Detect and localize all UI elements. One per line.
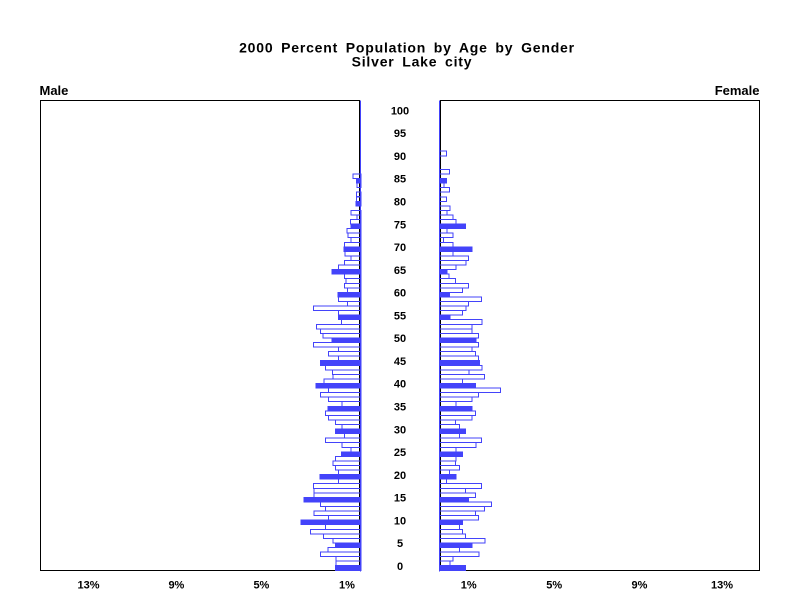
- svg-text:85: 85: [394, 174, 406, 186]
- svg-text:Female: Female: [715, 83, 760, 98]
- svg-text:50: 50: [394, 333, 406, 345]
- svg-text:45: 45: [394, 356, 406, 368]
- svg-text:15: 15: [394, 493, 406, 505]
- svg-text:5%: 5%: [253, 580, 269, 592]
- svg-text:1%: 1%: [339, 580, 355, 592]
- svg-text:1%: 1%: [461, 580, 477, 592]
- svg-text:2000 Percent Population by Age: 2000 Percent Population by Age by Gender: [239, 40, 575, 56]
- svg-text:100: 100: [391, 105, 409, 117]
- svg-text:60: 60: [394, 288, 406, 300]
- svg-text:20: 20: [394, 470, 406, 482]
- svg-text:5: 5: [397, 538, 403, 550]
- svg-text:55: 55: [394, 310, 406, 322]
- svg-text:0: 0: [397, 561, 403, 573]
- svg-text:40: 40: [394, 379, 406, 391]
- svg-text:9%: 9%: [168, 580, 184, 592]
- svg-text:80: 80: [394, 197, 406, 209]
- svg-text:25: 25: [394, 447, 406, 459]
- svg-text:65: 65: [394, 265, 406, 277]
- svg-text:35: 35: [394, 402, 406, 414]
- svg-text:75: 75: [394, 219, 406, 231]
- svg-text:10: 10: [394, 515, 406, 527]
- svg-text:13%: 13%: [77, 580, 99, 592]
- svg-text:5%: 5%: [546, 580, 562, 592]
- svg-text:30: 30: [394, 424, 406, 436]
- svg-text:13%: 13%: [711, 580, 733, 592]
- svg-text:Male: Male: [40, 83, 69, 98]
- svg-text:Silver Lake city: Silver Lake city: [352, 54, 473, 70]
- svg-text:90: 90: [394, 151, 406, 163]
- svg-text:70: 70: [394, 242, 406, 254]
- svg-text:9%: 9%: [632, 580, 648, 592]
- svg-text:95: 95: [394, 128, 406, 140]
